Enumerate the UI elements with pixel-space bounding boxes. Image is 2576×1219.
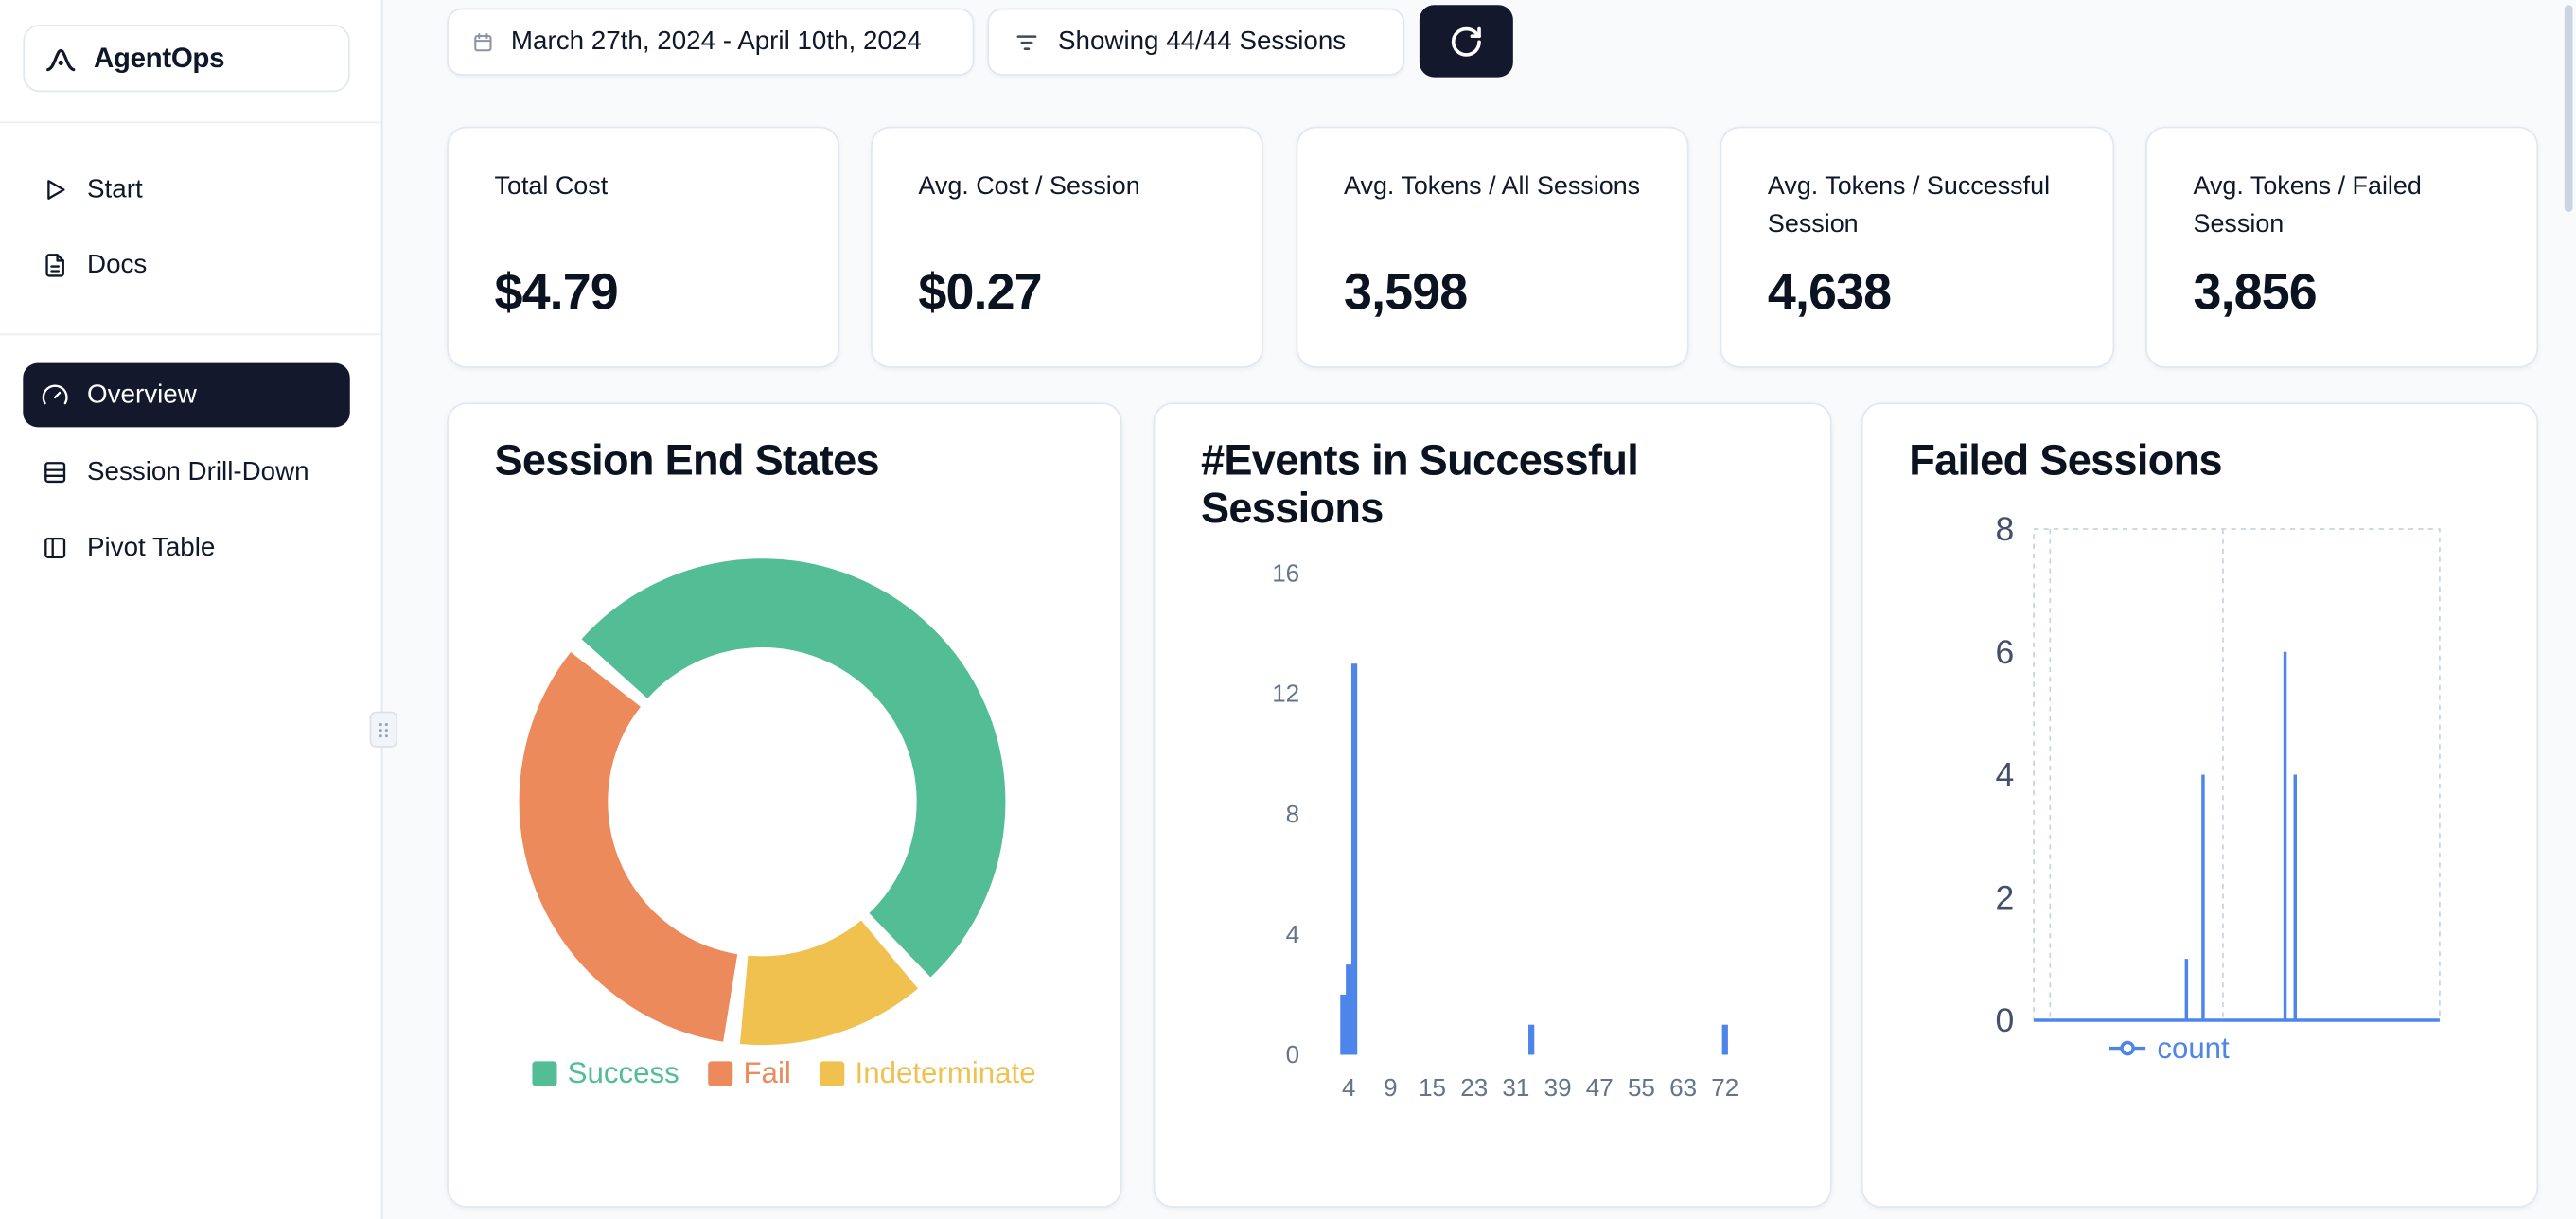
stat-value: 3,598 xyxy=(1344,262,1468,321)
svg-text:9: 9 xyxy=(1384,1073,1397,1102)
plot-border xyxy=(2033,528,2441,1021)
svg-text:55: 55 xyxy=(1628,1073,1655,1102)
svg-text:47: 47 xyxy=(1586,1073,1614,1102)
panel-columns-icon xyxy=(41,534,69,562)
svg-text:4: 4 xyxy=(1286,920,1299,948)
svg-text:72: 72 xyxy=(1711,1073,1738,1102)
svg-text:4: 4 xyxy=(1996,756,2015,794)
svg-text:12: 12 xyxy=(1272,680,1299,708)
stat-card-total-cost: Total Cost $4.79 xyxy=(447,126,840,368)
session-end-states-card: Session End States Success Fail Indetermin… xyxy=(447,402,1122,1208)
stat-label: Avg. Tokens / All Sessions xyxy=(1344,172,1641,201)
stat-value: 4,638 xyxy=(1767,262,1892,321)
stat-card-avg-tokens-failed: Avg. Tokens / Failed Session 3,856 xyxy=(2145,126,2539,368)
sidebar-resize-handle[interactable] xyxy=(369,711,398,748)
refresh-icon xyxy=(1449,24,1483,58)
bar-mark xyxy=(1350,663,1358,1055)
sidebar-item-label: Overview xyxy=(87,380,197,409)
svg-text:8: 8 xyxy=(1286,800,1299,828)
sidebar-item-pivot-table[interactable]: Pivot Table xyxy=(23,516,349,580)
legend-item-fail[interactable]: Fail xyxy=(709,1056,791,1090)
legend-label: Fail xyxy=(743,1056,791,1089)
sidebar-item-start[interactable]: Start xyxy=(23,158,349,222)
sidebar-item-label: Docs xyxy=(87,250,148,279)
gauge-icon xyxy=(41,381,69,410)
legend-swatch xyxy=(533,1061,558,1086)
sidebar-item-docs[interactable]: Docs xyxy=(23,234,349,298)
date-range-button[interactable]: March 27th, 2024 - April 10th, 2024 xyxy=(447,8,975,76)
file-text-icon xyxy=(41,252,69,280)
date-range-label: March 27th, 2024 - April 10th, 2024 xyxy=(510,26,922,56)
stat-value: $4.79 xyxy=(494,262,619,321)
chart-title: Failed Sessions xyxy=(1909,435,2222,486)
svg-text:8: 8 xyxy=(1996,510,2015,548)
chart-title: Session End States xyxy=(494,435,880,486)
donut-segment-fail[interactable] xyxy=(519,652,739,1042)
stat-value: $0.27 xyxy=(918,262,1042,321)
legend-item-indeterminate[interactable]: Indeterminate xyxy=(820,1056,1036,1090)
svg-text:23: 23 xyxy=(1460,1073,1488,1102)
svg-text:2: 2 xyxy=(1996,878,2015,916)
svg-text:0: 0 xyxy=(1286,1040,1299,1069)
logo[interactable]: AgentOps xyxy=(23,25,350,93)
bar-mark xyxy=(1721,1024,1728,1055)
failed-sessions-card: Failed Sessions 0 2 4 6 8 count xyxy=(1861,402,2539,1208)
failed-sessions-line-chart: 0 2 4 6 8 count xyxy=(1996,510,2441,1065)
stat-card-avg-tokens-successful: Avg. Tokens / Successful Session 4,638 xyxy=(1720,126,2115,368)
sidebar-item-session-drill-down[interactable]: Session Drill-Down xyxy=(23,440,349,504)
count-line xyxy=(2034,651,2440,1022)
svg-text:39: 39 xyxy=(1544,1073,1572,1102)
bar-mark xyxy=(1528,1024,1535,1055)
svg-text:63: 63 xyxy=(1669,1073,1697,1102)
legend-label[interactable]: count xyxy=(2157,1032,2230,1065)
sidebar-item-overview[interactable]: Overview xyxy=(23,362,350,428)
divider xyxy=(0,333,381,336)
bar-mark xyxy=(1346,964,1352,1055)
sessions-filter-button[interactable]: Showing 44/44 Sessions xyxy=(987,8,1405,76)
legend-swatch xyxy=(709,1061,734,1086)
sidebar-item-label: Start xyxy=(87,174,143,203)
scrollbar-thumb[interactable] xyxy=(2564,5,2573,212)
refresh-button[interactable] xyxy=(1419,5,1513,78)
stat-label: Avg. Cost / Session xyxy=(918,172,1140,201)
agentops-logo-icon xyxy=(43,41,79,77)
svg-text:15: 15 xyxy=(1419,1073,1446,1102)
stat-card-avg-cost-session: Avg. Cost / Session $0.27 xyxy=(871,126,1263,368)
divider xyxy=(0,121,381,124)
svg-text:31: 31 xyxy=(1502,1073,1529,1102)
legend-label: Indeterminate xyxy=(855,1056,1036,1089)
legend-marker-dot xyxy=(2120,1040,2135,1056)
sessions-filter-label: Showing 44/44 Sessions xyxy=(1057,26,1347,56)
donut-segment-indeterminate[interactable] xyxy=(739,919,918,1046)
sidebar-item-label: Session Drill-Down xyxy=(87,457,309,486)
svg-text:6: 6 xyxy=(1996,633,2015,671)
sidebar-item-label: Pivot Table xyxy=(87,533,216,561)
donut-segment-success[interactable] xyxy=(581,558,1006,978)
legend-swatch xyxy=(820,1061,846,1086)
logo-text: AgentOps xyxy=(93,42,225,74)
stat-label: Avg. Tokens / Failed Session xyxy=(2193,172,2422,239)
filter-icon xyxy=(1012,27,1041,57)
stat-value: 3,856 xyxy=(2193,262,2318,321)
sidebar: AgentOps Start Docs xyxy=(0,0,383,1219)
play-icon xyxy=(41,176,69,204)
svg-text:16: 16 xyxy=(1272,559,1299,588)
stat-label: Total Cost xyxy=(494,172,609,201)
rows-icon xyxy=(41,458,69,486)
bar-mark xyxy=(1340,994,1347,1055)
donut-legend: Success Fail Indeterminate xyxy=(449,1056,1120,1090)
events-in-successful-sessions-card: #Events in Successful Sessions 0 4 8 12 16 4 9… xyxy=(1153,402,1832,1208)
legend-item-success[interactable]: Success xyxy=(533,1056,679,1090)
stat-card-avg-tokens-all: Avg. Tokens / All Sessions 3,598 xyxy=(1296,126,1689,368)
stat-label: Avg. Tokens / Successful Session xyxy=(1767,172,2051,239)
session-end-states-donut xyxy=(519,558,1006,1046)
calendar-icon xyxy=(471,30,494,53)
svg-text:0: 0 xyxy=(1996,1001,2015,1039)
svg-text:4: 4 xyxy=(1342,1073,1355,1102)
chart-title: #Events in Successful Sessions xyxy=(1200,435,1639,532)
legend-label: Success xyxy=(567,1056,679,1089)
